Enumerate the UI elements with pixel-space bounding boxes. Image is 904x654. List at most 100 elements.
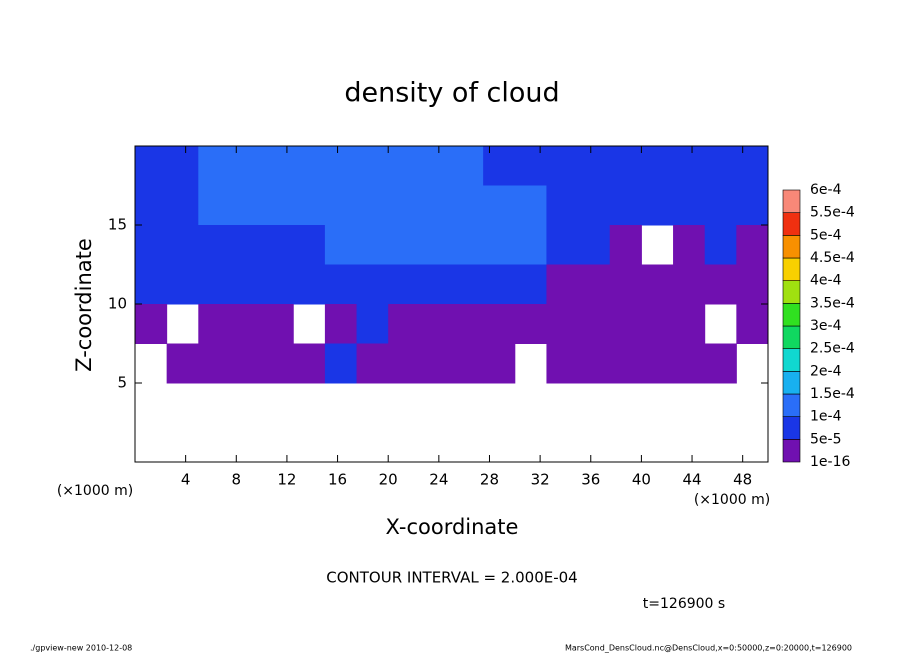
colorbar-label: 1.5e-4 [810, 386, 855, 402]
colorbar-label: 2e-4 [810, 363, 842, 379]
contour-cell [578, 264, 611, 305]
contour-cell [578, 185, 611, 226]
contour-cell [673, 185, 706, 226]
contour-cell [356, 343, 389, 384]
y-axis-unit: (×1000 m) [57, 483, 133, 499]
contour-cell [483, 343, 516, 384]
contour-cell [673, 264, 706, 305]
x-tick-label: 4 [181, 471, 191, 489]
colorbar-box [782, 280, 801, 304]
contour-cell [135, 264, 168, 305]
contour-cell [166, 225, 199, 265]
contour-cell [135, 146, 168, 186]
contour-cell [609, 264, 642, 305]
contour-cell [261, 146, 294, 186]
contour-cell [736, 304, 769, 344]
contour-cell [261, 185, 294, 226]
contour-cell [546, 225, 579, 265]
colorbar-label: 6e-4 [810, 182, 842, 198]
colorbar-label: 5e-4 [810, 227, 842, 243]
contour-cell [356, 146, 389, 186]
contour-cell [229, 185, 263, 226]
y-tick-label: 10 [108, 295, 127, 313]
colorbar-label: 1e-16 [810, 454, 850, 470]
chart-title: density of cloud [344, 78, 559, 109]
contour-cell [229, 343, 263, 384]
x-tick-label: 40 [632, 471, 651, 489]
contour-cell [229, 304, 263, 344]
contour-cell [641, 264, 674, 305]
colorbar-box [782, 257, 801, 281]
contour-cell [578, 225, 611, 265]
contour-cell [419, 225, 452, 265]
contour-cell [483, 146, 516, 186]
x-tick-label: 12 [277, 471, 296, 489]
contour-cell [451, 264, 484, 305]
contour-cell [546, 304, 579, 344]
contour-cell [736, 185, 769, 226]
contour-cell [324, 185, 358, 226]
contour-cell [261, 304, 294, 344]
contour-cell [419, 185, 452, 226]
colorbar-label: 4.5e-4 [810, 250, 855, 266]
contour-cell [356, 185, 389, 226]
contour-cell [388, 225, 421, 265]
contour-cell [609, 343, 642, 384]
contour-cell [135, 225, 168, 265]
colorbar-label: 4e-4 [810, 273, 842, 289]
colorbar-label: 1e-4 [810, 409, 842, 425]
contour-cell [546, 343, 579, 384]
contour-cell [451, 304, 484, 344]
contour-cell [324, 304, 358, 344]
y-tick-label: 5 [117, 374, 127, 392]
contour-cell [578, 343, 611, 384]
contour-cell [673, 146, 706, 186]
contour-cell [166, 264, 199, 305]
contour-cell [673, 304, 706, 344]
contour-cell [356, 304, 389, 344]
contour-cell [609, 304, 642, 344]
colorbar-box [782, 416, 801, 440]
contour-cell [483, 225, 516, 265]
contour-cell [356, 225, 389, 265]
contour-cell [261, 343, 294, 384]
contour-cell [135, 185, 168, 226]
contour-cell [641, 185, 674, 226]
contour-cell [704, 343, 737, 384]
colorbar-box [782, 235, 801, 259]
contour-cell [736, 146, 769, 186]
colorbar-label: 5.5e-4 [810, 205, 855, 221]
contour-cell [736, 225, 769, 265]
contour-cell [198, 343, 231, 384]
x-tick-label: 16 [328, 471, 347, 489]
x-tick-label: 24 [429, 471, 448, 489]
contour-interval: CONTOUR INTERVAL = 2.000E-04 [326, 569, 577, 587]
contour-cell [388, 343, 421, 384]
x-tick-label: 32 [531, 471, 550, 489]
x-tick-label: 8 [232, 471, 242, 489]
contour-cell [609, 225, 642, 265]
contour-cell [483, 304, 516, 344]
colorbar-box [782, 439, 801, 463]
contour-cell [388, 146, 421, 186]
contour-cell [514, 185, 547, 226]
contour-cell [673, 225, 706, 265]
contour-cell [293, 343, 326, 384]
contour-cell [546, 146, 579, 186]
colorbar-box [782, 189, 801, 213]
contour-cell [641, 304, 674, 344]
colorbar-label: 2.5e-4 [810, 341, 855, 357]
contour-cell [229, 264, 263, 305]
contour-cell [514, 225, 547, 265]
contour-cell [419, 304, 452, 344]
contour-cell [293, 146, 326, 186]
x-tick-label: 44 [682, 471, 701, 489]
contour-cell [514, 146, 547, 186]
colorbar-box [782, 325, 801, 349]
contour-cell [419, 343, 452, 384]
contour-cell [704, 225, 737, 265]
contour-cell [609, 185, 642, 226]
contour-cell [578, 146, 611, 186]
contour-cell [324, 225, 358, 265]
